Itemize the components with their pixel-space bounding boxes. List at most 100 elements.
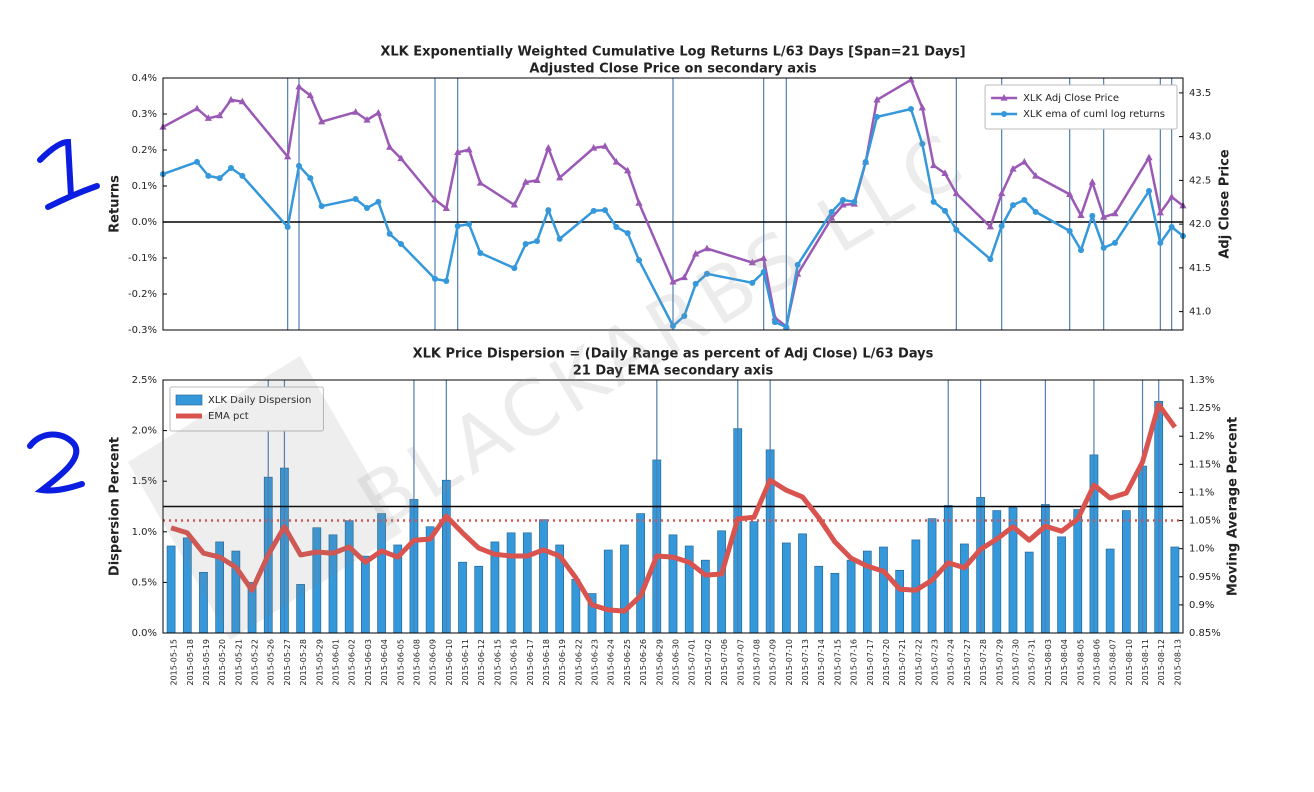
- marker: [748, 258, 756, 266]
- y-tick-label: 0.2%: [132, 145, 157, 156]
- x-tick-label: 2015-05-22: [251, 639, 260, 686]
- marker: [987, 256, 994, 263]
- x-tick-label: 2015-06-18: [542, 639, 551, 686]
- bar: [781, 542, 791, 634]
- x-tick-label: 2015-05-28: [299, 639, 308, 686]
- chart-title: XLK Price Dispersion = (Daily Range as p…: [413, 347, 934, 362]
- x-tick-label: 2015-05-29: [315, 639, 324, 686]
- marker: [510, 200, 518, 208]
- bar: [1121, 510, 1131, 634]
- marker: [635, 199, 643, 206]
- marker: [216, 111, 224, 119]
- marker: [998, 189, 1006, 197]
- marker: [296, 162, 302, 169]
- marker: [454, 222, 461, 229]
- bar: [522, 532, 532, 634]
- x-tick-label: 2015-07-30: [1012, 639, 1021, 686]
- marker: [794, 261, 801, 268]
- x-tick-label: 2015-06-15: [493, 639, 502, 686]
- marker: [1146, 188, 1152, 195]
- marker: [1111, 209, 1119, 217]
- bar: [798, 533, 807, 634]
- y-tick-label: -0.2%: [128, 289, 157, 300]
- marker: [397, 154, 405, 162]
- marker: [919, 140, 926, 147]
- marker: [681, 312, 688, 319]
- x-tick-label: 2015-08-04: [1060, 639, 1069, 686]
- bar: [846, 559, 856, 634]
- bar: [895, 569, 905, 634]
- x-tick-label: 2015-08-11: [1141, 639, 1150, 686]
- legend-box: [169, 386, 324, 432]
- x-tick-label: 2015-07-13: [801, 639, 810, 686]
- marker: [669, 277, 677, 285]
- marker: [1009, 165, 1017, 172]
- marker: [239, 172, 246, 179]
- marker: [556, 173, 564, 181]
- marker: [194, 158, 200, 165]
- marker: [556, 235, 563, 242]
- y2-tick-label: 41.0: [1189, 307, 1211, 318]
- x-tick-label: 2015-06-08: [412, 639, 421, 686]
- x-tick-label: 2015-07-09: [769, 639, 778, 686]
- bar: [539, 519, 548, 634]
- bar: [620, 544, 629, 634]
- x-tick-label: 2015-06-09: [429, 639, 438, 686]
- x-tick-label: 2015-07-31: [1028, 639, 1037, 686]
- x-tick-label: 2015-08-07: [1109, 639, 1118, 686]
- marker: [601, 142, 609, 149]
- chart-title: XLK Exponentially Weighted Cumulative Lo…: [380, 45, 965, 60]
- x-tick-label: 2015-05-19: [202, 639, 211, 686]
- marker: [1100, 244, 1107, 251]
- x-tick-label: 2015-07-10: [785, 639, 794, 686]
- marker: [1032, 208, 1039, 215]
- legend-label: XLK ema of cuml log returns: [1023, 109, 1165, 120]
- y2-tick-label: 1.15%: [1189, 459, 1221, 470]
- x-tick-label: 2015-07-08: [752, 639, 761, 686]
- x-tick-label: 2015-07-15: [833, 639, 842, 686]
- x-tick-label: 2015-07-21: [898, 639, 907, 686]
- marker: [352, 195, 359, 202]
- marker: [1077, 211, 1085, 218]
- x-tick-label: 2015-08-05: [1076, 639, 1085, 686]
- marker: [930, 161, 938, 169]
- y-tick-label: -0.1%: [128, 253, 157, 264]
- marker: [613, 224, 620, 231]
- marker: [284, 224, 291, 231]
- marker: [1112, 239, 1118, 246]
- marker: [918, 103, 926, 111]
- marker: [544, 144, 552, 151]
- y-tick-label: -0.3%: [128, 325, 157, 336]
- x-tick-label: 2015-08-06: [1092, 639, 1101, 686]
- plot-frame: [162, 77, 1184, 331]
- chart-subtitle: 21 Day EMA secondary axis: [573, 364, 774, 379]
- bar: [1105, 548, 1115, 634]
- marker: [1168, 224, 1175, 231]
- y2-tick-label: 1.1%: [1189, 487, 1214, 498]
- x-tick-label: 2015-07-14: [817, 639, 826, 686]
- legend-swatch: [175, 394, 203, 406]
- marker: [772, 319, 778, 326]
- marker: [1168, 193, 1176, 200]
- marker: [204, 114, 212, 121]
- x-tick-label: 2015-05-21: [234, 639, 243, 686]
- x-tick-label: 2015-06-25: [623, 639, 632, 686]
- marker: [374, 109, 382, 116]
- marker: [284, 152, 292, 160]
- marker: [704, 270, 710, 277]
- marker: [477, 249, 484, 256]
- x-tick-label: 2015-06-02: [348, 639, 357, 686]
- bar: [361, 555, 370, 634]
- y2-tick-label: 43.5: [1189, 88, 1211, 99]
- marker: [624, 230, 631, 237]
- bar: [1024, 551, 1034, 634]
- y-axis-label: Dispersion Percent: [108, 437, 123, 576]
- x-tick-label: 2015-08-10: [1125, 639, 1134, 686]
- hand-mark-2: [27, 431, 85, 494]
- x-tick-label: 2015-06-26: [639, 639, 648, 686]
- y-tick-label: 0.0%: [132, 217, 157, 228]
- x-tick-label: 2015-07-16: [850, 639, 859, 686]
- y2-tick-label: 1.25%: [1189, 403, 1221, 414]
- watermark-logo: [128, 356, 402, 640]
- marker: [306, 91, 314, 99]
